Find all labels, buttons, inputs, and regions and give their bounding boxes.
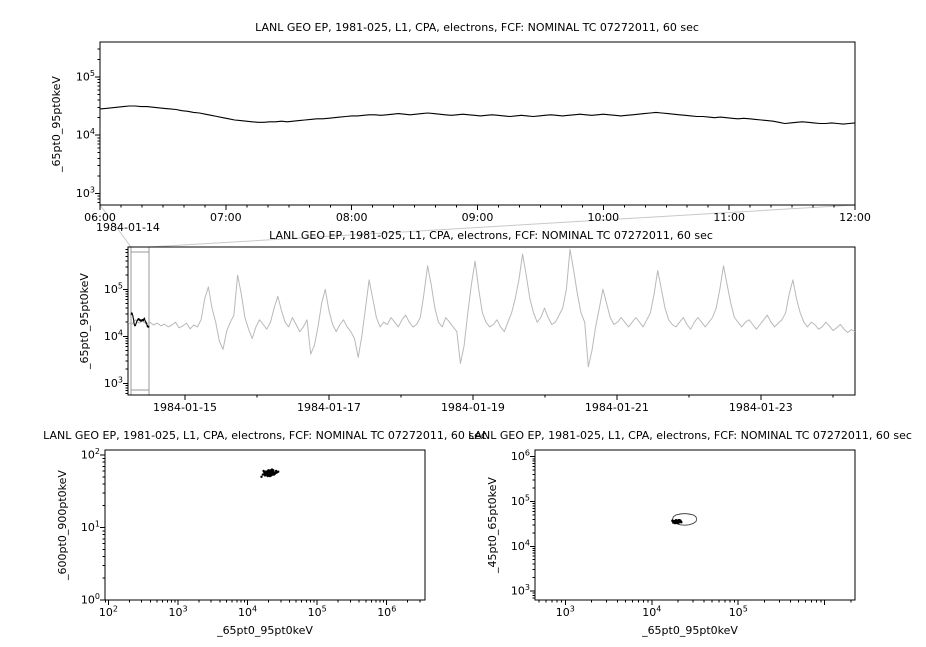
tick-label: 10:00 (587, 211, 619, 224)
tick-label: 103 (76, 185, 95, 200)
panel3-title: LANL GEO EP, 1981-025, L1, CPA, electron… (43, 429, 487, 442)
tick-label: 11:00 (713, 211, 745, 224)
panel4: 103 104 105 106 103 104 105 (511, 449, 856, 620)
tick-label: 105 (729, 605, 748, 620)
tick-label: 1984-01-21 (585, 401, 649, 414)
panel3: 100 101 102 102 103 104 105 106 (81, 447, 426, 620)
tick-label: 103 (168, 605, 187, 620)
tick-label: 106 (511, 449, 530, 464)
panel2: 103 104 105 1984-01-15 1984-01-17 1984-01-19 1… (104, 246, 856, 414)
panel4-plot-area[interactable] (534, 449, 856, 601)
panel2-title: LANL GEO EP, 1981-025, L1, CPA, electron… (269, 229, 713, 242)
tick-label: 106 (377, 605, 396, 620)
panel4-scatter-series (671, 513, 698, 526)
tick-label: 104 (642, 605, 661, 620)
panel1-title: LANL GEO EP, 1981-025, L1, CPA, electron… (255, 21, 699, 34)
tick-label: 103 (104, 375, 123, 390)
tick-label: 07:00 (210, 211, 242, 224)
tick-label: 1984-01-19 (441, 401, 505, 414)
panel2-plot-area[interactable] (127, 246, 856, 396)
panel4-title: LANL GEO EP, 1981-025, L1, CPA, electron… (468, 429, 912, 442)
tick-label: 104 (104, 328, 123, 343)
tick-label: 105 (511, 493, 530, 508)
tick-label: 104 (511, 538, 530, 553)
tick-label: 1984-01-17 (297, 401, 361, 414)
panel3-x-axis-label: _65pt0_95pt0keV (216, 624, 313, 637)
tick-label: 104 (76, 127, 95, 142)
tick-label: 105 (104, 281, 123, 296)
tick-label: 1984-01-15 (153, 401, 217, 414)
panel2-y-axis-label: _65pt0_95pt0keV (78, 273, 91, 370)
panel1-plot-area[interactable] (99, 41, 856, 206)
panel4-x-axis-label: _65pt0_95pt0keV (641, 624, 738, 637)
tick-label: 102 (99, 605, 118, 620)
tick-label: 103 (556, 605, 575, 620)
tick-label: 1984-01-23 (729, 401, 793, 414)
tick-label: 100 (81, 592, 100, 607)
tick-label: 102 (81, 447, 100, 462)
tick-label: 105 (308, 605, 327, 620)
panel3-y-axis-label: _600pt0_900pt0keV (56, 470, 69, 581)
panel1-date-label: 1984-01-14 (96, 221, 160, 234)
tick-label: 103 (511, 583, 530, 598)
tick-label: 12:00 (839, 211, 871, 224)
chart-layers: 103 104 105 06:00 07:00 08:00 09:00 10:00 11:00 1… (76, 41, 871, 620)
panel1-y-axis-label: _65pt0_95pt0keV (50, 76, 63, 173)
panel3-scatter-series (260, 468, 280, 478)
tick-label: 06:00 (84, 211, 116, 224)
panel4-y-axis-label: _45pt0_65pt0keV (486, 477, 499, 574)
tick-label: 101 (81, 520, 100, 535)
zoom-connector-lines (99, 204, 856, 248)
tick-label: 08:00 (336, 211, 368, 224)
panel1: 103 104 105 06:00 07:00 08:00 09:00 10:00 11:00 1… (76, 41, 871, 224)
tick-label: 104 (238, 605, 257, 620)
tick-label: 09:00 (462, 211, 494, 224)
tick-label: 105 (76, 69, 95, 84)
panel3-plot-area[interactable] (104, 449, 426, 601)
